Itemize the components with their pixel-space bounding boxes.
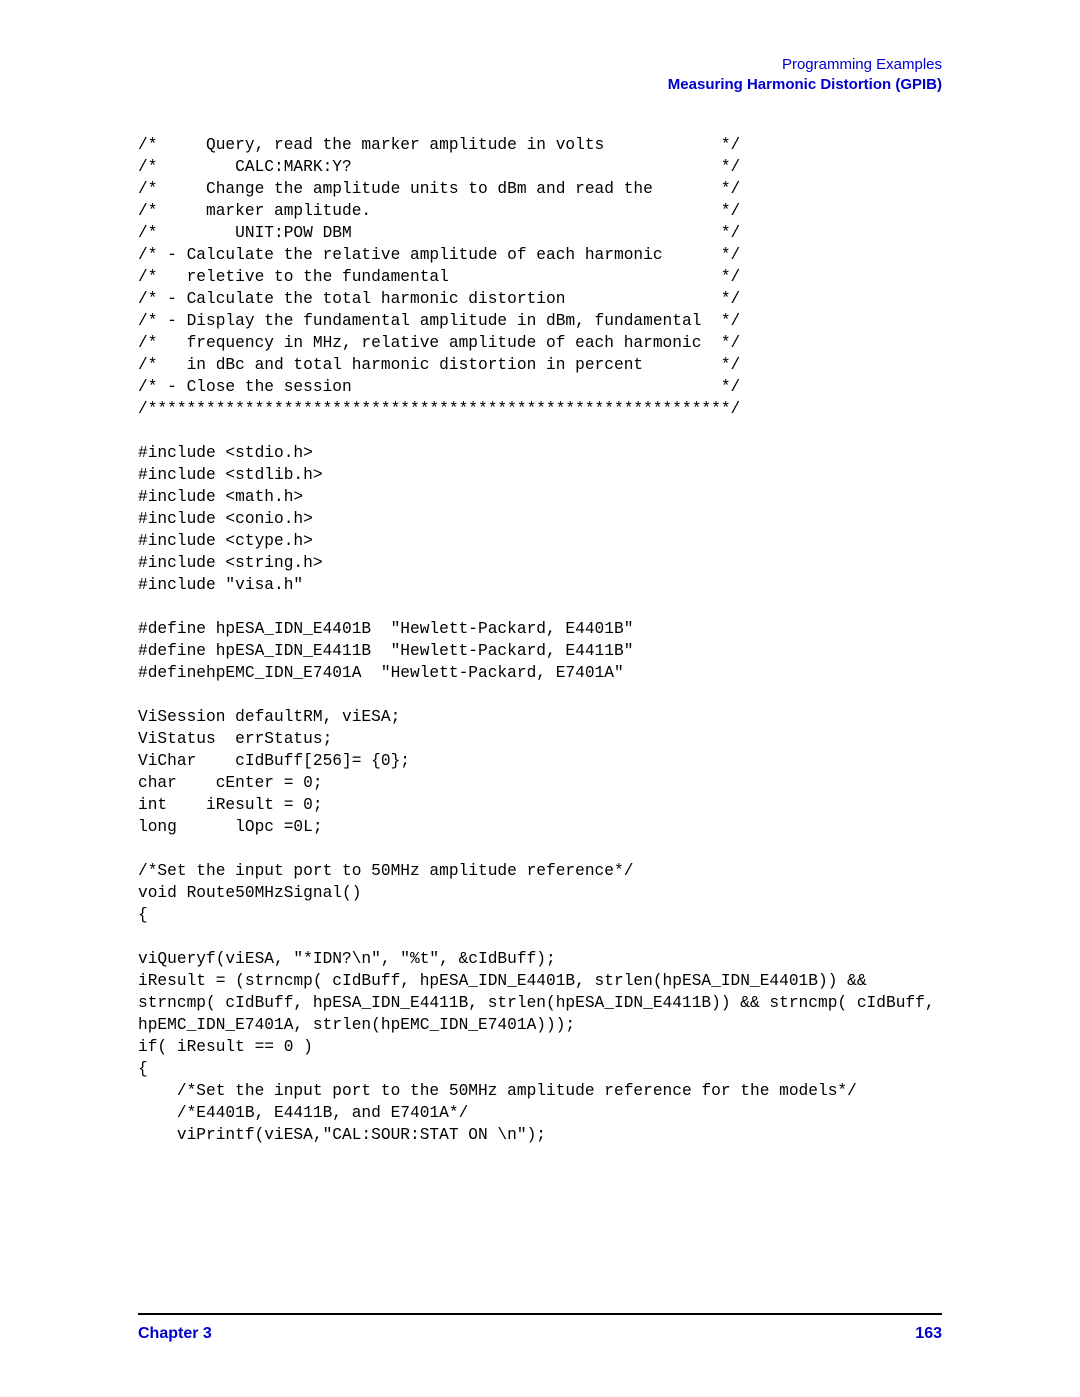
header-page-title: Measuring Harmonic Distortion (GPIB)	[138, 75, 942, 95]
footer-page-number: 163	[915, 1325, 942, 1343]
page-header: Programming Examples Measuring Harmonic …	[138, 55, 942, 96]
header-section-title: Programming Examples	[138, 55, 942, 75]
code-listing: /* Query, read the marker amplitude in v…	[138, 134, 942, 1146]
page-footer: Chapter 3 163	[138, 1313, 942, 1343]
page-container: Programming Examples Measuring Harmonic …	[0, 0, 1080, 1397]
footer-chapter: Chapter 3	[138, 1325, 212, 1343]
